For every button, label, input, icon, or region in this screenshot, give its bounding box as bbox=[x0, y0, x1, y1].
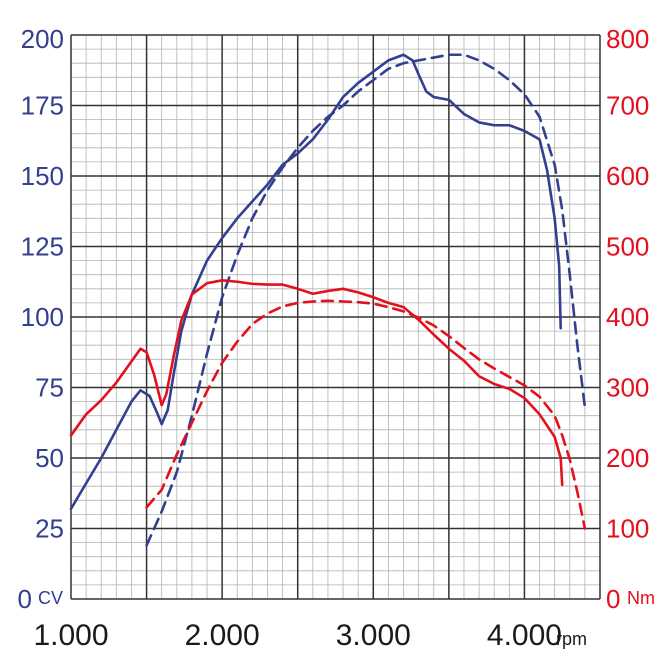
right-tick-label: 700 bbox=[606, 91, 649, 121]
right-tick-label: 0 bbox=[606, 584, 620, 614]
major-gridlines bbox=[70, 34, 601, 600]
x-tick-label: 1.000 bbox=[33, 619, 108, 652]
axis-labels: CV Nm rpm 0 25 50 75 100 125 150 175 200 0 100 200 3… bbox=[18, 24, 655, 652]
right-tick-label: 100 bbox=[606, 514, 649, 544]
left-tick-label: 25 bbox=[35, 514, 64, 544]
left-axis-unit: CV bbox=[38, 588, 63, 608]
left-tick-label: 125 bbox=[21, 232, 64, 262]
right-axis-unit: Nm bbox=[627, 588, 655, 608]
right-tick-label: 600 bbox=[606, 161, 649, 191]
series-layer bbox=[69, 53, 587, 547]
x-tick-label: 4.000 bbox=[487, 619, 562, 652]
left-tick-label: 50 bbox=[35, 443, 64, 473]
torque-dashed-series-line bbox=[145, 299, 587, 530]
x-tick-label: 2.000 bbox=[185, 619, 260, 652]
right-tick-label: 200 bbox=[606, 443, 649, 473]
left-tick-label: 175 bbox=[21, 91, 64, 121]
left-tick-label: 75 bbox=[35, 373, 64, 403]
left-tick-label: 200 bbox=[21, 24, 64, 54]
torque-solid-series-line bbox=[69, 279, 564, 487]
power-solid-series-line bbox=[69, 53, 562, 511]
x-tick-label: 3.000 bbox=[336, 619, 411, 652]
right-tick-label: 300 bbox=[606, 373, 649, 403]
left-tick-label: 100 bbox=[21, 302, 64, 332]
right-tick-label: 400 bbox=[606, 302, 649, 332]
left-tick-label: 150 bbox=[21, 161, 64, 191]
left-tick-label: 0 bbox=[18, 584, 32, 614]
x-axis-unit: rpm bbox=[556, 629, 587, 649]
power-dashed-series-line bbox=[145, 53, 587, 547]
right-tick-label: 500 bbox=[606, 232, 649, 262]
right-tick-label: 800 bbox=[606, 24, 649, 54]
